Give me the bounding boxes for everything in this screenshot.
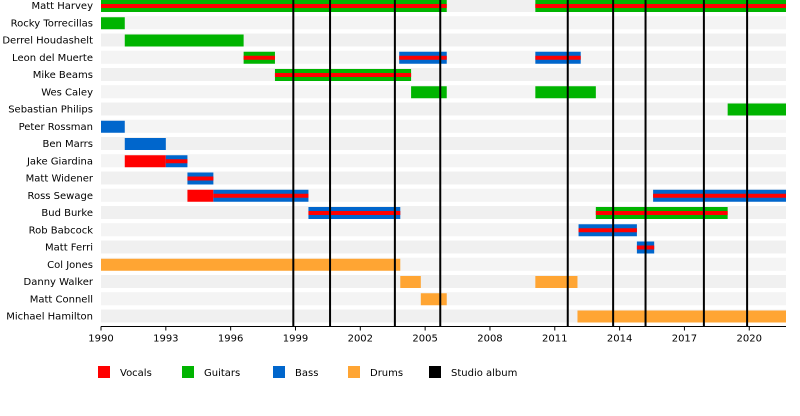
- legend-swatch: [182, 366, 194, 378]
- bar-stripe: [535, 55, 581, 60]
- member-label: Jake Giardina: [26, 156, 93, 167]
- legend-swatch: [429, 366, 441, 378]
- member-label: Col Jones: [47, 260, 93, 271]
- x-tick-label: 2011: [542, 334, 567, 345]
- row-background: [101, 275, 786, 288]
- bar: [124, 34, 244, 47]
- legend-swatch: [273, 366, 285, 378]
- x-tick-label: 1990: [88, 334, 113, 345]
- row-background: [101, 68, 786, 81]
- legend-label: Vocals: [120, 368, 152, 379]
- member-label: Leon del Muerte: [12, 53, 93, 64]
- member-label: Rocky Torrecillas: [11, 18, 93, 29]
- x-tick-label: 1996: [218, 334, 243, 345]
- x-tick-label: 2014: [607, 334, 632, 345]
- x-tick-label: 1993: [153, 334, 178, 345]
- bar: [411, 86, 447, 99]
- member-label: Derrel Houdashelt: [2, 36, 93, 47]
- bar-stripe: [243, 55, 275, 60]
- bar: [124, 155, 166, 168]
- member-label: Ben Marrs: [42, 139, 93, 150]
- bar-stripe: [535, 4, 786, 8]
- row-background: [101, 240, 786, 254]
- bar: [124, 138, 166, 150]
- bar-stripe: [165, 159, 188, 164]
- bar-stripe: [274, 73, 412, 77]
- x-tick-label: 2005: [412, 334, 437, 345]
- member-label: Mike Beams: [33, 70, 93, 81]
- row-background: [101, 119, 786, 133]
- bar: [400, 276, 421, 288]
- legend-label: Guitars: [204, 368, 240, 379]
- bar-stripe: [653, 193, 786, 198]
- member-label: Bud Burke: [41, 208, 93, 219]
- bar: [727, 103, 786, 116]
- member-label: Sebastian Philips: [8, 105, 93, 116]
- member-label: Matt Widener: [26, 174, 94, 185]
- bar-stripe: [578, 228, 637, 233]
- row-background: [101, 171, 786, 185]
- member-label: Peter Rossman: [19, 122, 93, 133]
- bar-stripe: [308, 211, 401, 215]
- bar-stripe: [399, 55, 447, 60]
- row-background: [101, 33, 786, 47]
- member-label: Danny Walker: [24, 277, 94, 288]
- bar: [101, 120, 125, 133]
- row-background: [101, 102, 786, 116]
- legend-swatch: [348, 366, 360, 378]
- legend-label: Drums: [370, 368, 403, 379]
- x-tick-label: 2002: [348, 334, 373, 345]
- x-tick-label: 2008: [477, 334, 502, 345]
- bar: [420, 293, 447, 306]
- x-tick-label: 2017: [672, 334, 697, 345]
- legend-label: Bass: [295, 368, 318, 379]
- bar-stripe: [595, 211, 728, 215]
- member-label: Rob Babcock: [29, 225, 94, 236]
- x-tick-label: 2020: [737, 334, 762, 345]
- row-background: [101, 137, 786, 150]
- member-label: Wes Caley: [41, 87, 93, 98]
- row-background: [101, 16, 786, 30]
- bar-stripe: [101, 4, 447, 8]
- bar: [577, 310, 786, 323]
- member-label: Michael Hamilton: [6, 312, 93, 323]
- member-label: Ross Sewage: [27, 191, 93, 202]
- bar: [535, 86, 596, 99]
- member-label: Matt Harvey: [31, 1, 93, 12]
- legend-label: Studio album: [451, 368, 517, 379]
- row-background: [101, 154, 786, 168]
- member-label: Matt Ferri: [45, 243, 93, 254]
- bar: [187, 189, 214, 202]
- bar: [101, 17, 125, 30]
- bar: [535, 276, 578, 288]
- x-tick-label: 1999: [283, 334, 308, 345]
- legend-swatch: [98, 366, 110, 378]
- member-label: Matt Connell: [30, 294, 93, 305]
- bar-stripe: [213, 193, 309, 198]
- bar-stripe: [187, 176, 214, 181]
- row-background: [101, 223, 786, 237]
- bar: [101, 258, 401, 271]
